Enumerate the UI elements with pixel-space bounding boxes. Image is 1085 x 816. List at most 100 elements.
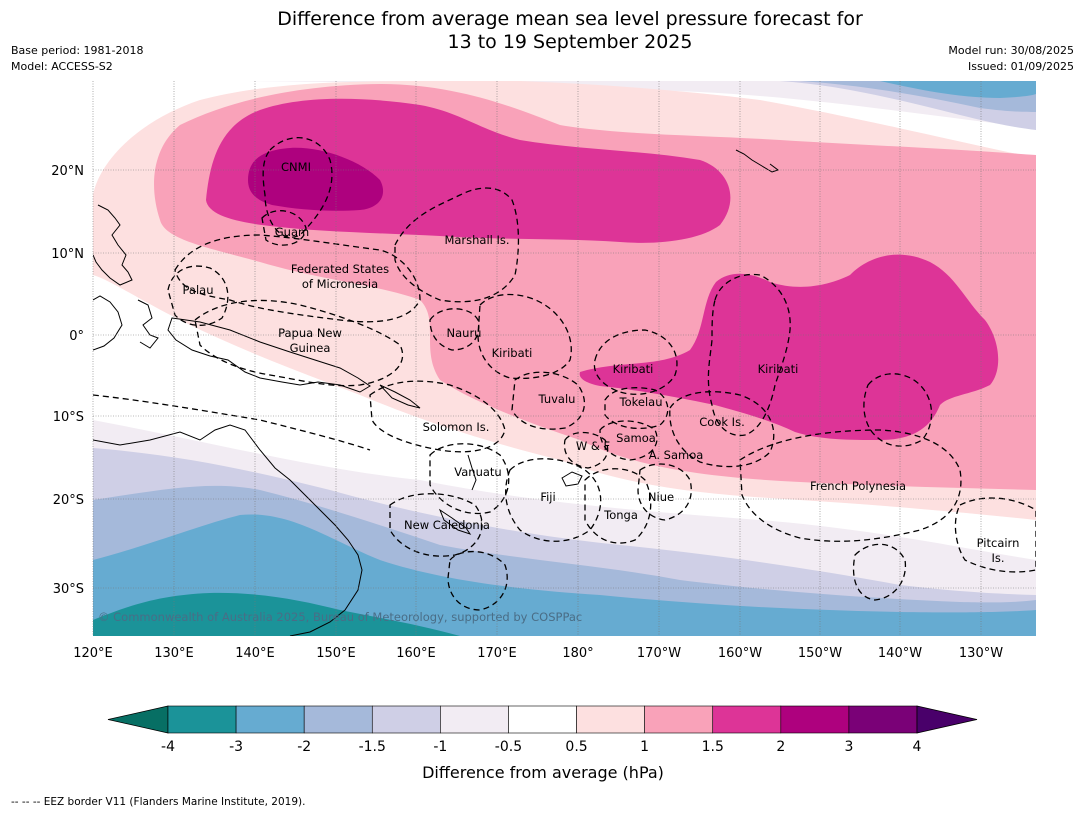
eez-kiribati-west	[477, 293, 572, 380]
australia-coast	[93, 424, 363, 636]
eez-nauru	[429, 308, 480, 351]
colorbar-segment	[508, 705, 577, 734]
copyright-text: © Commonwealth of Australia 2025, Bureau…	[98, 610, 582, 624]
solomon-coast	[379, 384, 421, 409]
longitude-label: 170°W	[637, 646, 681, 661]
eez-french-polynesia	[739, 429, 962, 542]
region-label: A. Samoa	[649, 448, 704, 462]
meta-left: Base period: 1981-2018 Model: ACCESS-S2	[11, 43, 143, 75]
region-label: Tokelau	[619, 395, 663, 409]
region-label: Guinea	[290, 341, 331, 355]
meta-right: Model run: 30/08/2025 Issued: 01/09/2025	[948, 43, 1074, 75]
contour-neg-2	[93, 514, 1036, 636]
longitude-label: 140°E	[235, 646, 275, 661]
colorbar-tick-label: 1.5	[702, 739, 724, 755]
new-caledonia-coast	[438, 508, 472, 535]
longitude-label: 130°E	[154, 646, 194, 661]
colorbar-segment	[303, 705, 373, 734]
borneo-coast	[93, 295, 123, 351]
eez-cook	[669, 391, 775, 468]
map-panel	[93, 81, 1036, 636]
colorbar-label: Difference from average (hPa)	[422, 763, 664, 782]
colorbar-tick-label: -0.5	[495, 739, 522, 755]
colorbar-tick-label: -1	[433, 739, 447, 755]
eez-pitcairn	[954, 497, 1036, 573]
latitude-label: 20°S	[53, 493, 84, 508]
longitude-label: 150°W	[798, 646, 842, 661]
map-figure: © Commonwealth of Australia 2025, Bureau…	[51, 81, 1036, 782]
region-label: Kiribati	[492, 346, 533, 360]
colorbar-tick-label: 0.5	[565, 739, 587, 755]
eez-tokelau	[604, 387, 669, 429]
colorbar-segment	[576, 705, 645, 734]
eez-png	[194, 299, 404, 387]
colorbar-tick-label: 2	[776, 739, 785, 755]
region-label: New Caledonia	[404, 518, 490, 532]
eez-wf	[563, 431, 609, 469]
title-line-2: 13 to 19 September 2025	[447, 31, 693, 53]
eez-cnmi	[262, 137, 333, 238]
colorbar-arrow-right	[916, 705, 978, 734]
colorbar-tick-label: -4	[161, 739, 175, 755]
eez-palau	[167, 265, 229, 326]
model-name: Model: ACCESS-S2	[11, 60, 113, 73]
longitude-labels: 120°E 130°E 140°E 150°E 160°E 170°E 180° 170°W 1…	[73, 646, 1003, 661]
eez-australia-east	[93, 394, 371, 451]
eez-fiji	[505, 458, 602, 542]
region-label: Papua New	[278, 326, 342, 340]
latitude-label: 30°S	[53, 582, 84, 597]
eez-tuvalu	[511, 371, 586, 430]
eez-guam	[261, 210, 307, 246]
eez-solomon	[369, 380, 506, 453]
colorbar: -4 -3 -2 -1.5 -1 -0.5 0.5 1 1.5 2 3 4	[107, 705, 978, 755]
eez-samoa	[599, 420, 658, 461]
contour-pos-2	[248, 147, 384, 211]
region-label: Is.	[991, 551, 1004, 565]
region-label: of Micronesia	[302, 277, 378, 291]
longitude-label: 180°	[562, 646, 593, 661]
eez-marshall	[394, 187, 520, 303]
region-label: Vanuatu	[454, 465, 501, 479]
region-label: Tuvalu	[538, 392, 576, 406]
model-run: Model run: 30/08/2025	[948, 44, 1074, 57]
contour-neg-north-0.5	[240, 81, 1036, 128]
colorbar-segment	[440, 705, 509, 734]
contour-pos-1.5-east	[579, 254, 999, 440]
eez-fsm	[174, 234, 421, 323]
region-label: Kiribati	[758, 362, 799, 376]
colorbar-segment	[371, 705, 441, 734]
region-label: Solomon Is.	[423, 420, 490, 434]
region-label: Palau	[183, 283, 214, 297]
eez-pitcairn-2	[852, 543, 907, 601]
colorbar-tick-label: -2	[297, 739, 311, 755]
latitude-label: 10°S	[53, 410, 84, 425]
region-label: Kiribati	[613, 362, 654, 376]
colorbar-segment	[644, 705, 714, 734]
latitude-label: 10°N	[51, 247, 84, 262]
philippines-coast	[93, 204, 133, 286]
new-guinea-coast	[167, 317, 371, 393]
region-label: CNMI	[281, 160, 311, 174]
region-label: French Polynesia	[810, 479, 906, 493]
chart-title: Difference from average mean sea level p…	[0, 8, 1085, 54]
region-label: Fiji	[540, 490, 555, 504]
longitude-label: 170°E	[477, 646, 517, 661]
longitude-label: 120°E	[73, 646, 113, 661]
latitude-label: 0°	[69, 329, 84, 344]
colorbar-segment	[712, 705, 782, 734]
colorbar-segment	[848, 705, 918, 734]
colorbar-segment	[780, 705, 850, 734]
region-label: Federated States	[291, 262, 389, 276]
region-label: Marshall Is.	[444, 233, 509, 247]
region-label: Guam	[275, 225, 309, 239]
coastlines	[93, 149, 780, 636]
eez-vanuatu	[429, 443, 510, 514]
eez-kiribati-east	[707, 273, 791, 437]
title-line-1: Difference from average mean sea level p…	[277, 8, 863, 30]
colorbar-tick-label: -1.5	[359, 739, 386, 755]
region-label: Tonga	[603, 508, 638, 522]
region-label: Niue	[648, 490, 674, 504]
colorbar-tick-label: 3	[844, 739, 853, 755]
contour-neg-north-2	[880, 81, 1036, 98]
